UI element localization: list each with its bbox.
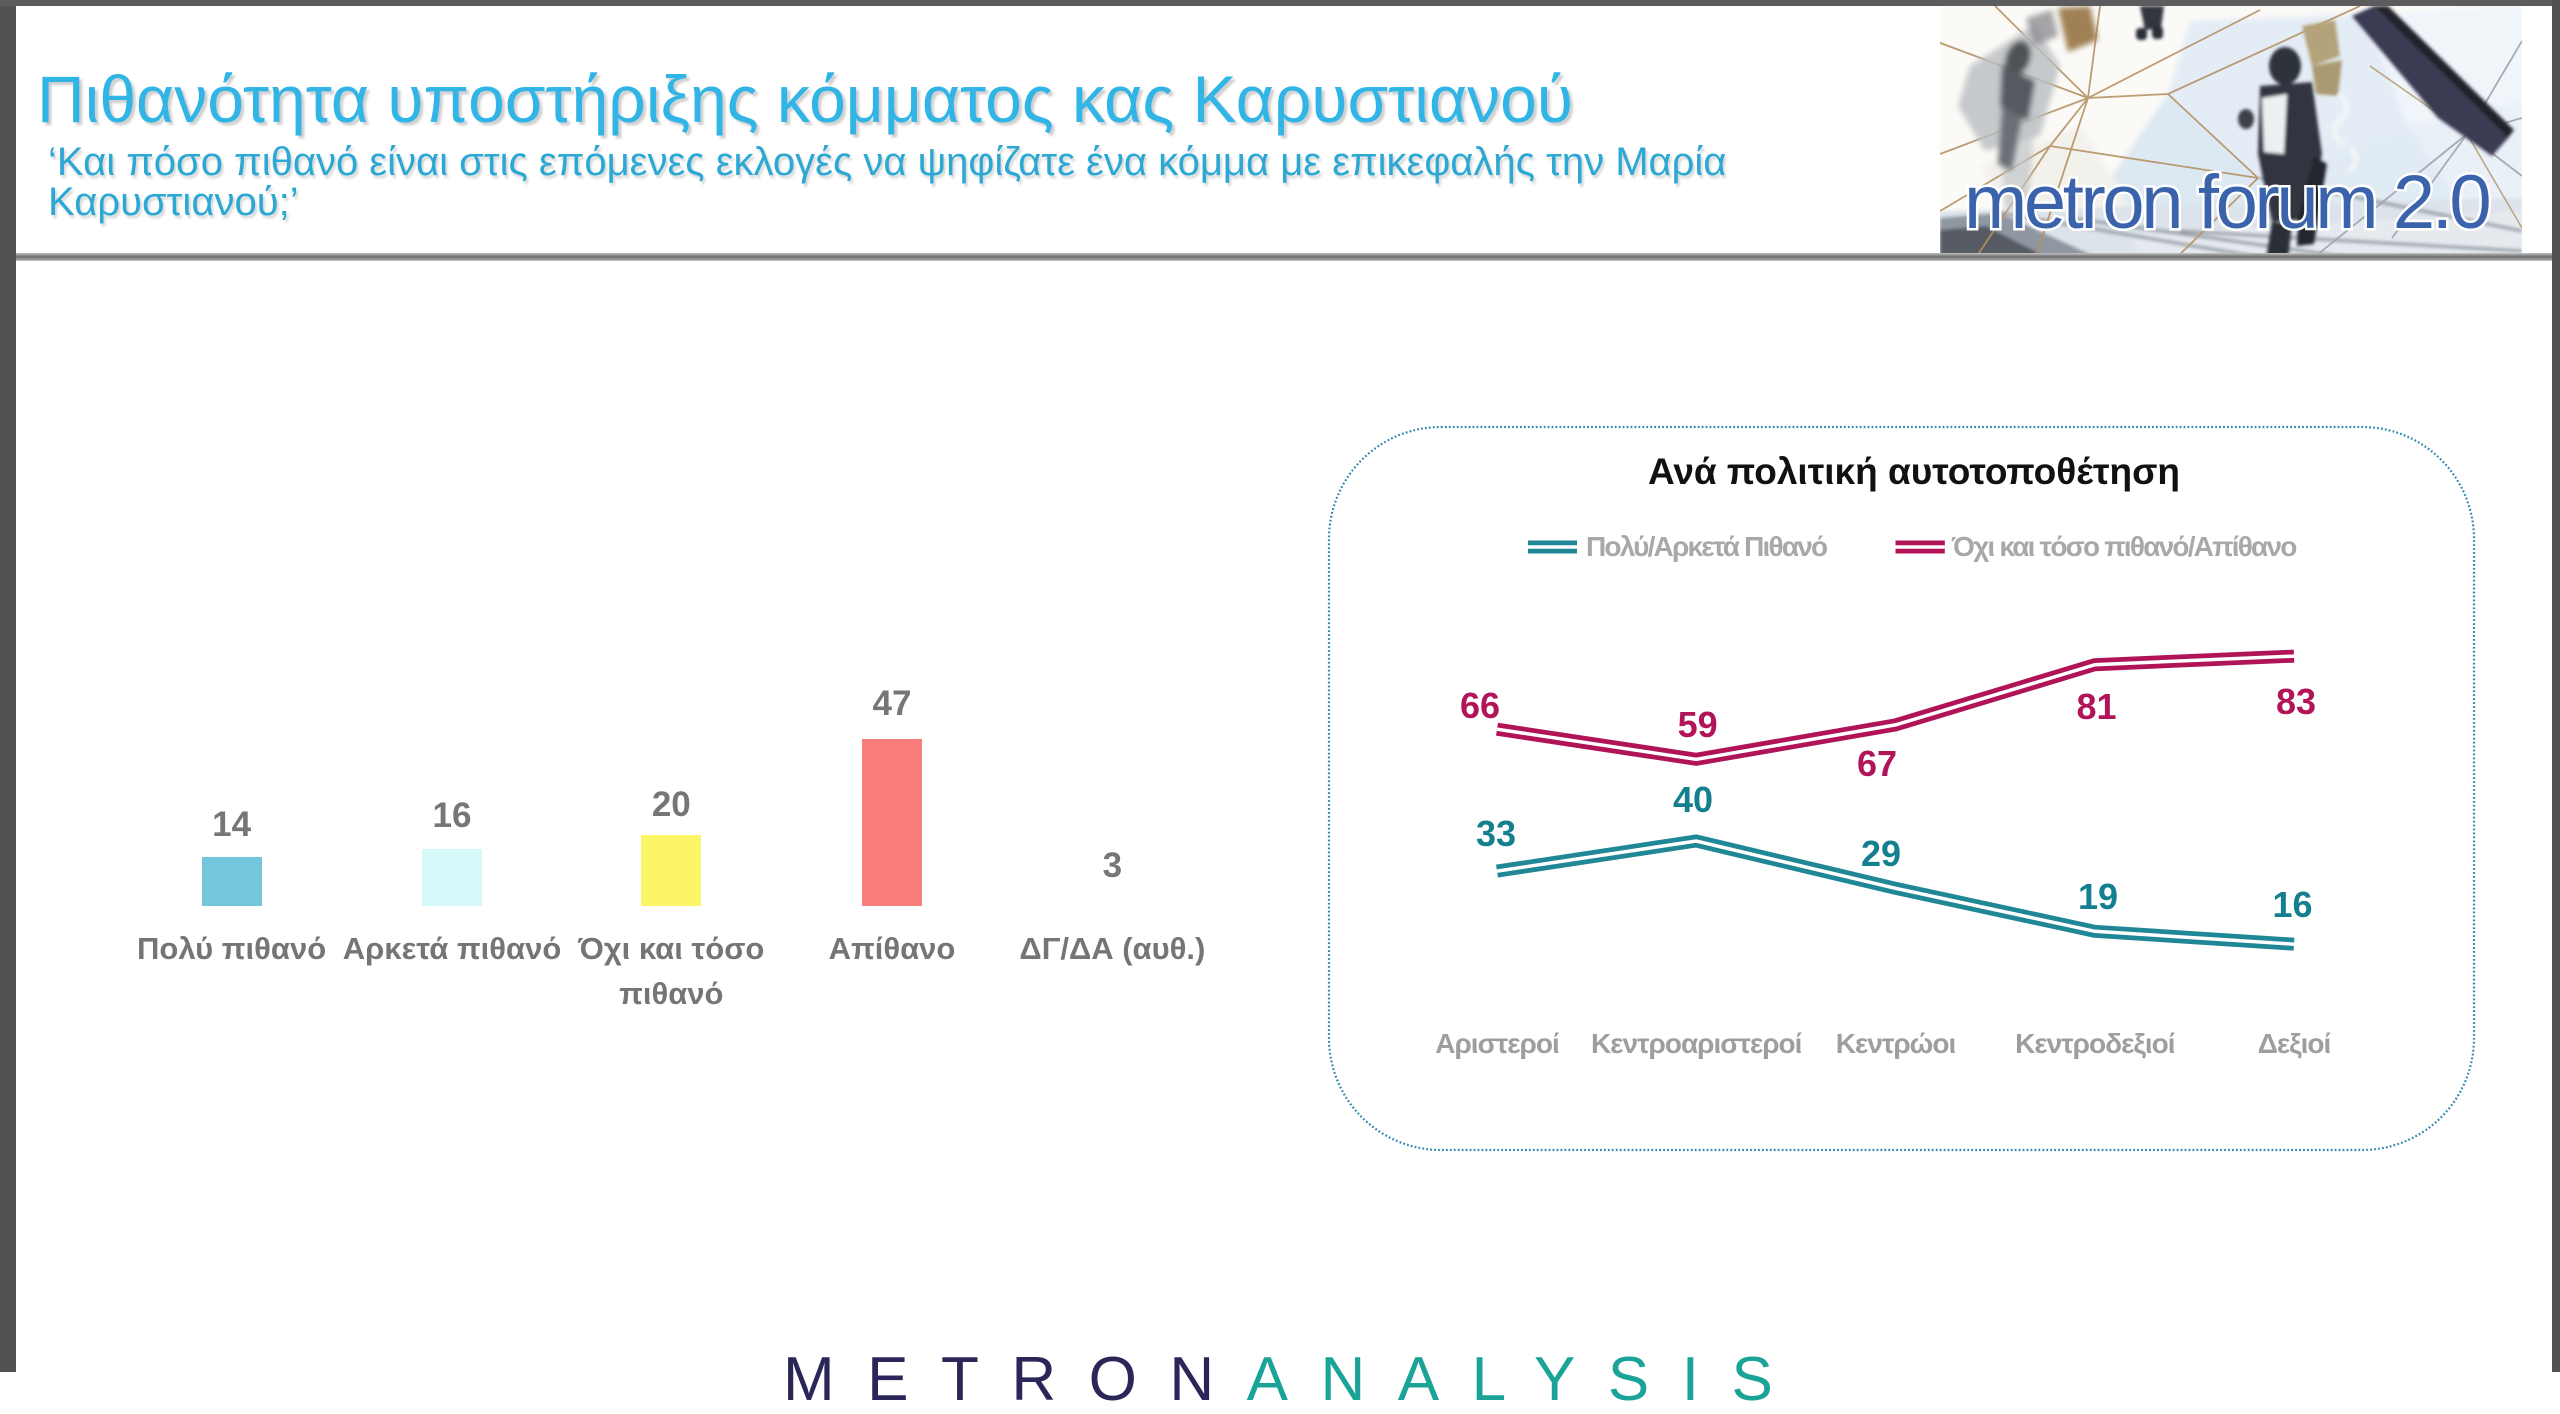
svg-text:metron forum 2.0: metron forum 2.0 <box>1964 160 2489 245</box>
